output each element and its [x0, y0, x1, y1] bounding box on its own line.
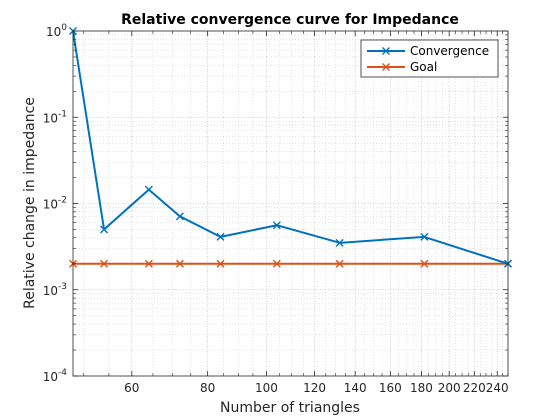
legend-entry-goal: Goal — [367, 60, 437, 74]
chart-title: Relative convergence curve for Impedance — [121, 12, 459, 28]
series-layer — [69, 27, 512, 268]
goal-point — [216, 259, 225, 268]
x-tick-label: 160 — [379, 381, 402, 395]
legend-label-goal: Goal — [410, 60, 437, 74]
x-tick-label: 140 — [344, 381, 367, 395]
y-tick-label: 10-1 — [43, 109, 67, 125]
y-tick-label: 100 — [46, 23, 67, 39]
x-tick-label: 180 — [410, 381, 433, 395]
axis-ticks — [73, 30, 509, 377]
x-axis-label: Number of triangles — [220, 400, 360, 416]
convergence-point — [144, 185, 153, 194]
minor-grid — [73, 31, 509, 376]
goal-point — [272, 259, 281, 268]
x-tick-label: 240 — [486, 381, 509, 395]
x-tick-label: 60 — [124, 381, 139, 395]
goal-point — [335, 259, 344, 268]
legend-marker-goal — [382, 63, 390, 71]
goal-point — [100, 259, 109, 268]
convergence-point — [335, 238, 344, 247]
goal-point — [420, 259, 429, 268]
goal-point — [175, 259, 184, 268]
convergence-point — [272, 221, 281, 230]
y-tick-label: 10-4 — [43, 368, 68, 384]
convergence-point — [420, 232, 429, 241]
convergence-point — [175, 212, 184, 221]
x-tick-label: 80 — [200, 381, 215, 395]
legend: Convergence Goal — [360, 39, 499, 78]
legend-entry-convergence: Convergence — [367, 44, 489, 58]
y-tick-label: 10-2 — [43, 196, 67, 212]
y-axis-label: Relative change in impedance — [22, 97, 38, 309]
legend-label-convergence: Convergence — [410, 44, 489, 58]
convergence-point — [100, 225, 109, 234]
goal-point — [144, 259, 153, 268]
tick-labels: 60 80 100 120 140 160 180 200 220 240 10-4 10-3 10-2… — [43, 23, 509, 395]
series-convergence — [69, 27, 512, 268]
y-tick-label: 10-3 — [43, 282, 67, 298]
legend-marker-convergence — [382, 47, 390, 55]
legend-entries: Convergence Goal — [367, 44, 489, 74]
x-tick-label: 120 — [303, 381, 326, 395]
legend-box — [360, 39, 499, 78]
x-tick-label: 220 — [463, 381, 486, 395]
x-tick-label: 200 — [438, 381, 461, 395]
x-tick-label: 100 — [255, 381, 278, 395]
convergence-point — [216, 232, 225, 241]
